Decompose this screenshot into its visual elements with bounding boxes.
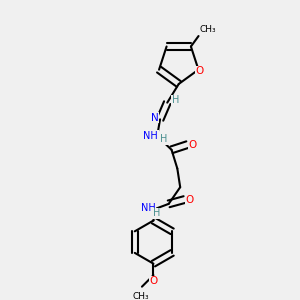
- Text: H: H: [160, 134, 167, 145]
- Text: N: N: [151, 113, 159, 123]
- Text: O: O: [186, 194, 194, 205]
- Text: O: O: [188, 140, 197, 150]
- Text: O: O: [149, 277, 158, 286]
- Text: CH₃: CH₃: [132, 292, 149, 300]
- Text: O: O: [196, 66, 204, 76]
- Text: NH: NH: [143, 131, 158, 141]
- Text: NH: NH: [141, 203, 156, 214]
- Text: CH₃: CH₃: [200, 25, 217, 34]
- Text: H: H: [153, 208, 160, 218]
- Text: H: H: [172, 95, 179, 105]
